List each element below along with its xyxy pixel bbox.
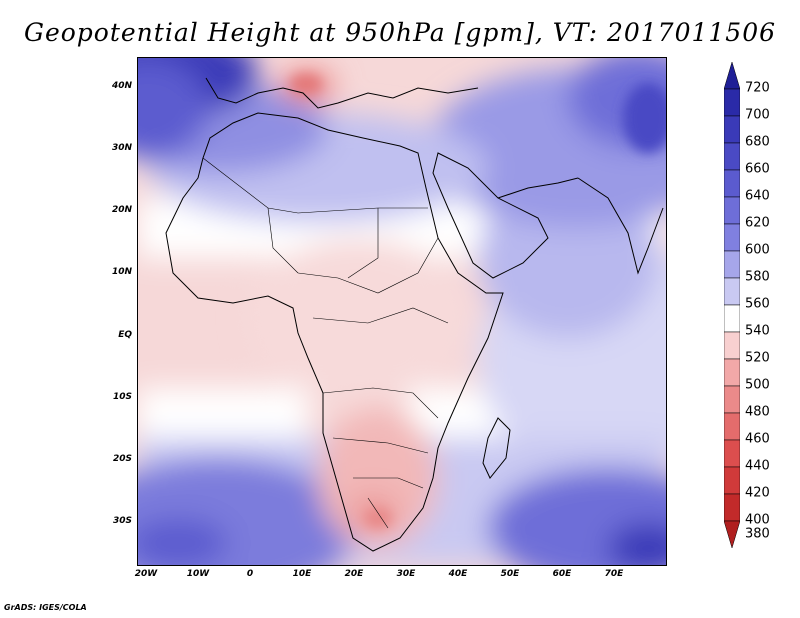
lon-label-30e: 30E	[396, 569, 416, 579]
colorbar-label-600: 600	[745, 242, 770, 258]
lat-label-40n: 40N	[111, 81, 132, 91]
lon-label-70e: 70E	[604, 569, 624, 579]
colorbar-label-480: 480	[745, 404, 770, 420]
colorbar-segment-420	[724, 466, 740, 495]
colorbar-label-660: 660	[745, 161, 770, 177]
lat-label-30n: 30N	[111, 143, 132, 153]
lon-label-50e: 50E	[500, 569, 520, 579]
country-borders	[202, 157, 449, 529]
lat-label-10n: 10N	[111, 267, 132, 277]
lat-label-30s: 30S	[112, 516, 132, 526]
colorbar-label-560: 560	[745, 296, 770, 312]
grads-credit: GrADS: IGES/COLA	[4, 603, 87, 612]
colorbar-segment-520	[724, 331, 740, 360]
colorbar-segment-600	[724, 223, 740, 252]
colorbar-segment-500	[724, 358, 740, 387]
colorbar-segment-440	[724, 439, 740, 468]
colorbar-segment-700	[724, 88, 740, 117]
colorbar-segment-400	[724, 493, 740, 522]
colorbar-segment-460	[724, 412, 740, 441]
colorbar-label-720: 720	[745, 80, 770, 96]
colorbar-label-520: 520	[745, 350, 770, 366]
colorbar-label-620: 620	[745, 215, 770, 231]
colorbar-segment-540	[724, 304, 740, 333]
colorbar-label-440: 440	[745, 458, 770, 474]
lat-label-20n: 20N	[111, 205, 132, 215]
colorbar-segment-480	[724, 385, 740, 414]
lat-label-10s: 10S	[112, 392, 132, 402]
colorbar-label-460: 460	[745, 431, 770, 447]
lon-label-60e: 60E	[552, 569, 572, 579]
colorbar	[724, 62, 740, 549]
lat-label-20s: 20S	[112, 454, 132, 464]
colorbar-segment-620	[724, 196, 740, 225]
colorbar-segment-580	[724, 250, 740, 279]
colorbar-label-700: 700	[745, 107, 770, 123]
colorbar-label-640: 640	[745, 188, 770, 204]
lon-label-10e: 10E	[292, 569, 312, 579]
colorbar-label-420: 420	[745, 485, 770, 501]
lon-label-10w: 10W	[186, 569, 210, 579]
lon-label-20w: 20W	[134, 569, 158, 579]
colorbar-segment-640	[724, 169, 740, 198]
colorbar-segment-660	[724, 142, 740, 171]
lon-label-40e: 40E	[448, 569, 468, 579]
lon-label-20e: 20E	[344, 569, 364, 579]
colorbar-label-540: 540	[745, 323, 770, 339]
colorbar-segment-680	[724, 115, 740, 144]
colorbar-segment-560	[724, 277, 740, 306]
lat-label-eq: EQ	[118, 330, 132, 340]
colorbar-label-500: 500	[745, 377, 770, 393]
map-title: Geopotential Height at 950hPa [gpm], VT:…	[23, 18, 777, 47]
lon-label-0: 0	[246, 569, 254, 579]
colorbar-segment-380	[724, 520, 740, 549]
coastlines	[165, 77, 664, 552]
colorbar-label-380: 380	[745, 526, 770, 541]
colorbar-label-680: 680	[745, 134, 770, 150]
colorbar-label-400: 400	[745, 512, 770, 528]
colorbar-label-580: 580	[745, 269, 770, 285]
map-plot-area	[137, 57, 667, 566]
geopotential-field	[138, 58, 666, 565]
colorbar-segment-720	[724, 62, 740, 90]
